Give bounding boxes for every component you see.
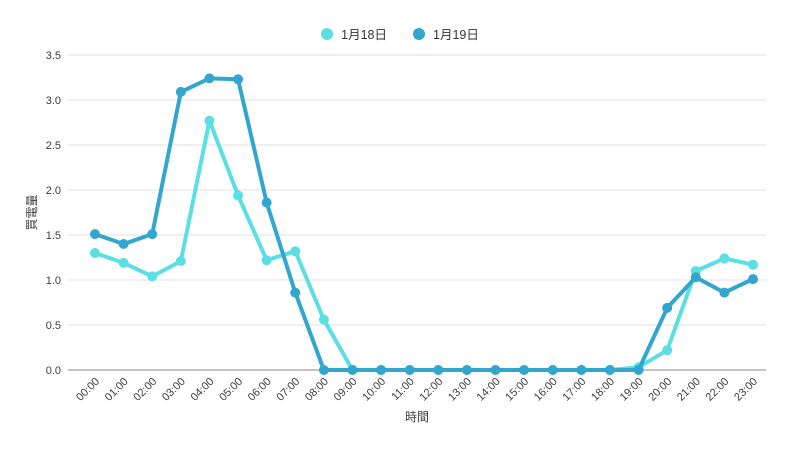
legend-dot-jan18-icon — [321, 27, 334, 40]
svg-text:0.0: 0.0 — [46, 365, 61, 377]
svg-text:1.0: 1.0 — [46, 275, 61, 287]
svg-text:03:00: 03:00 — [160, 376, 188, 404]
svg-text:06:00: 06:00 — [246, 376, 274, 404]
svg-text:20:00: 20:00 — [646, 376, 674, 404]
svg-text:00:00: 00:00 — [74, 376, 102, 404]
legend-label-jan19: 1月19日 — [433, 28, 479, 42]
svg-text:23:00: 23:00 — [732, 376, 760, 404]
legend-dot-jan19-icon — [413, 27, 425, 40]
svg-text:10:00: 10:00 — [360, 376, 388, 404]
svg-text:11:00: 11:00 — [389, 376, 416, 403]
svg-text:3.5: 3.5 — [46, 50, 61, 62]
svg-text:17:00: 17:00 — [561, 376, 589, 404]
svg-text:22:00: 22:00 — [704, 376, 732, 404]
svg-text:01:00: 01:00 — [103, 376, 131, 404]
svg-text:09:00: 09:00 — [332, 376, 360, 404]
svg-text:2.0: 2.0 — [46, 185, 61, 197]
svg-text:07:00: 07:00 — [274, 376, 302, 404]
svg-text:3.0: 3.0 — [46, 95, 61, 107]
svg-text:14:00: 14:00 — [475, 376, 503, 404]
legend-item-jan19[interactable]: 1月19日 — [413, 24, 479, 43]
svg-text:12:00: 12:00 — [417, 376, 445, 404]
svg-text:16:00: 16:00 — [532, 376, 560, 404]
svg-text:05:00: 05:00 — [217, 376, 245, 404]
svg-text:02:00: 02:00 — [131, 376, 159, 404]
svg-text:時間: 時間 — [405, 410, 429, 424]
svg-text:19:00: 19:00 — [618, 376, 646, 404]
svg-text:2.5: 2.5 — [46, 140, 61, 152]
svg-text:15:00: 15:00 — [503, 376, 531, 404]
svg-text:08:00: 08:00 — [303, 376, 331, 404]
svg-text:18:00: 18:00 — [589, 376, 617, 404]
svg-text:買電量: 買電量 — [25, 194, 39, 230]
svg-text:0.5: 0.5 — [46, 320, 61, 332]
svg-text:21:00: 21:00 — [675, 376, 703, 404]
svg-text:1.5: 1.5 — [46, 230, 61, 242]
svg-text:13:00: 13:00 — [446, 376, 474, 404]
legend-item-jan18[interactable]: 1月18日 — [321, 24, 387, 43]
legend-label-jan18: 1月18日 — [341, 28, 387, 42]
chart-legend: 1月18日 1月19日 — [0, 24, 800, 43]
svg-text:04:00: 04:00 — [189, 376, 217, 404]
